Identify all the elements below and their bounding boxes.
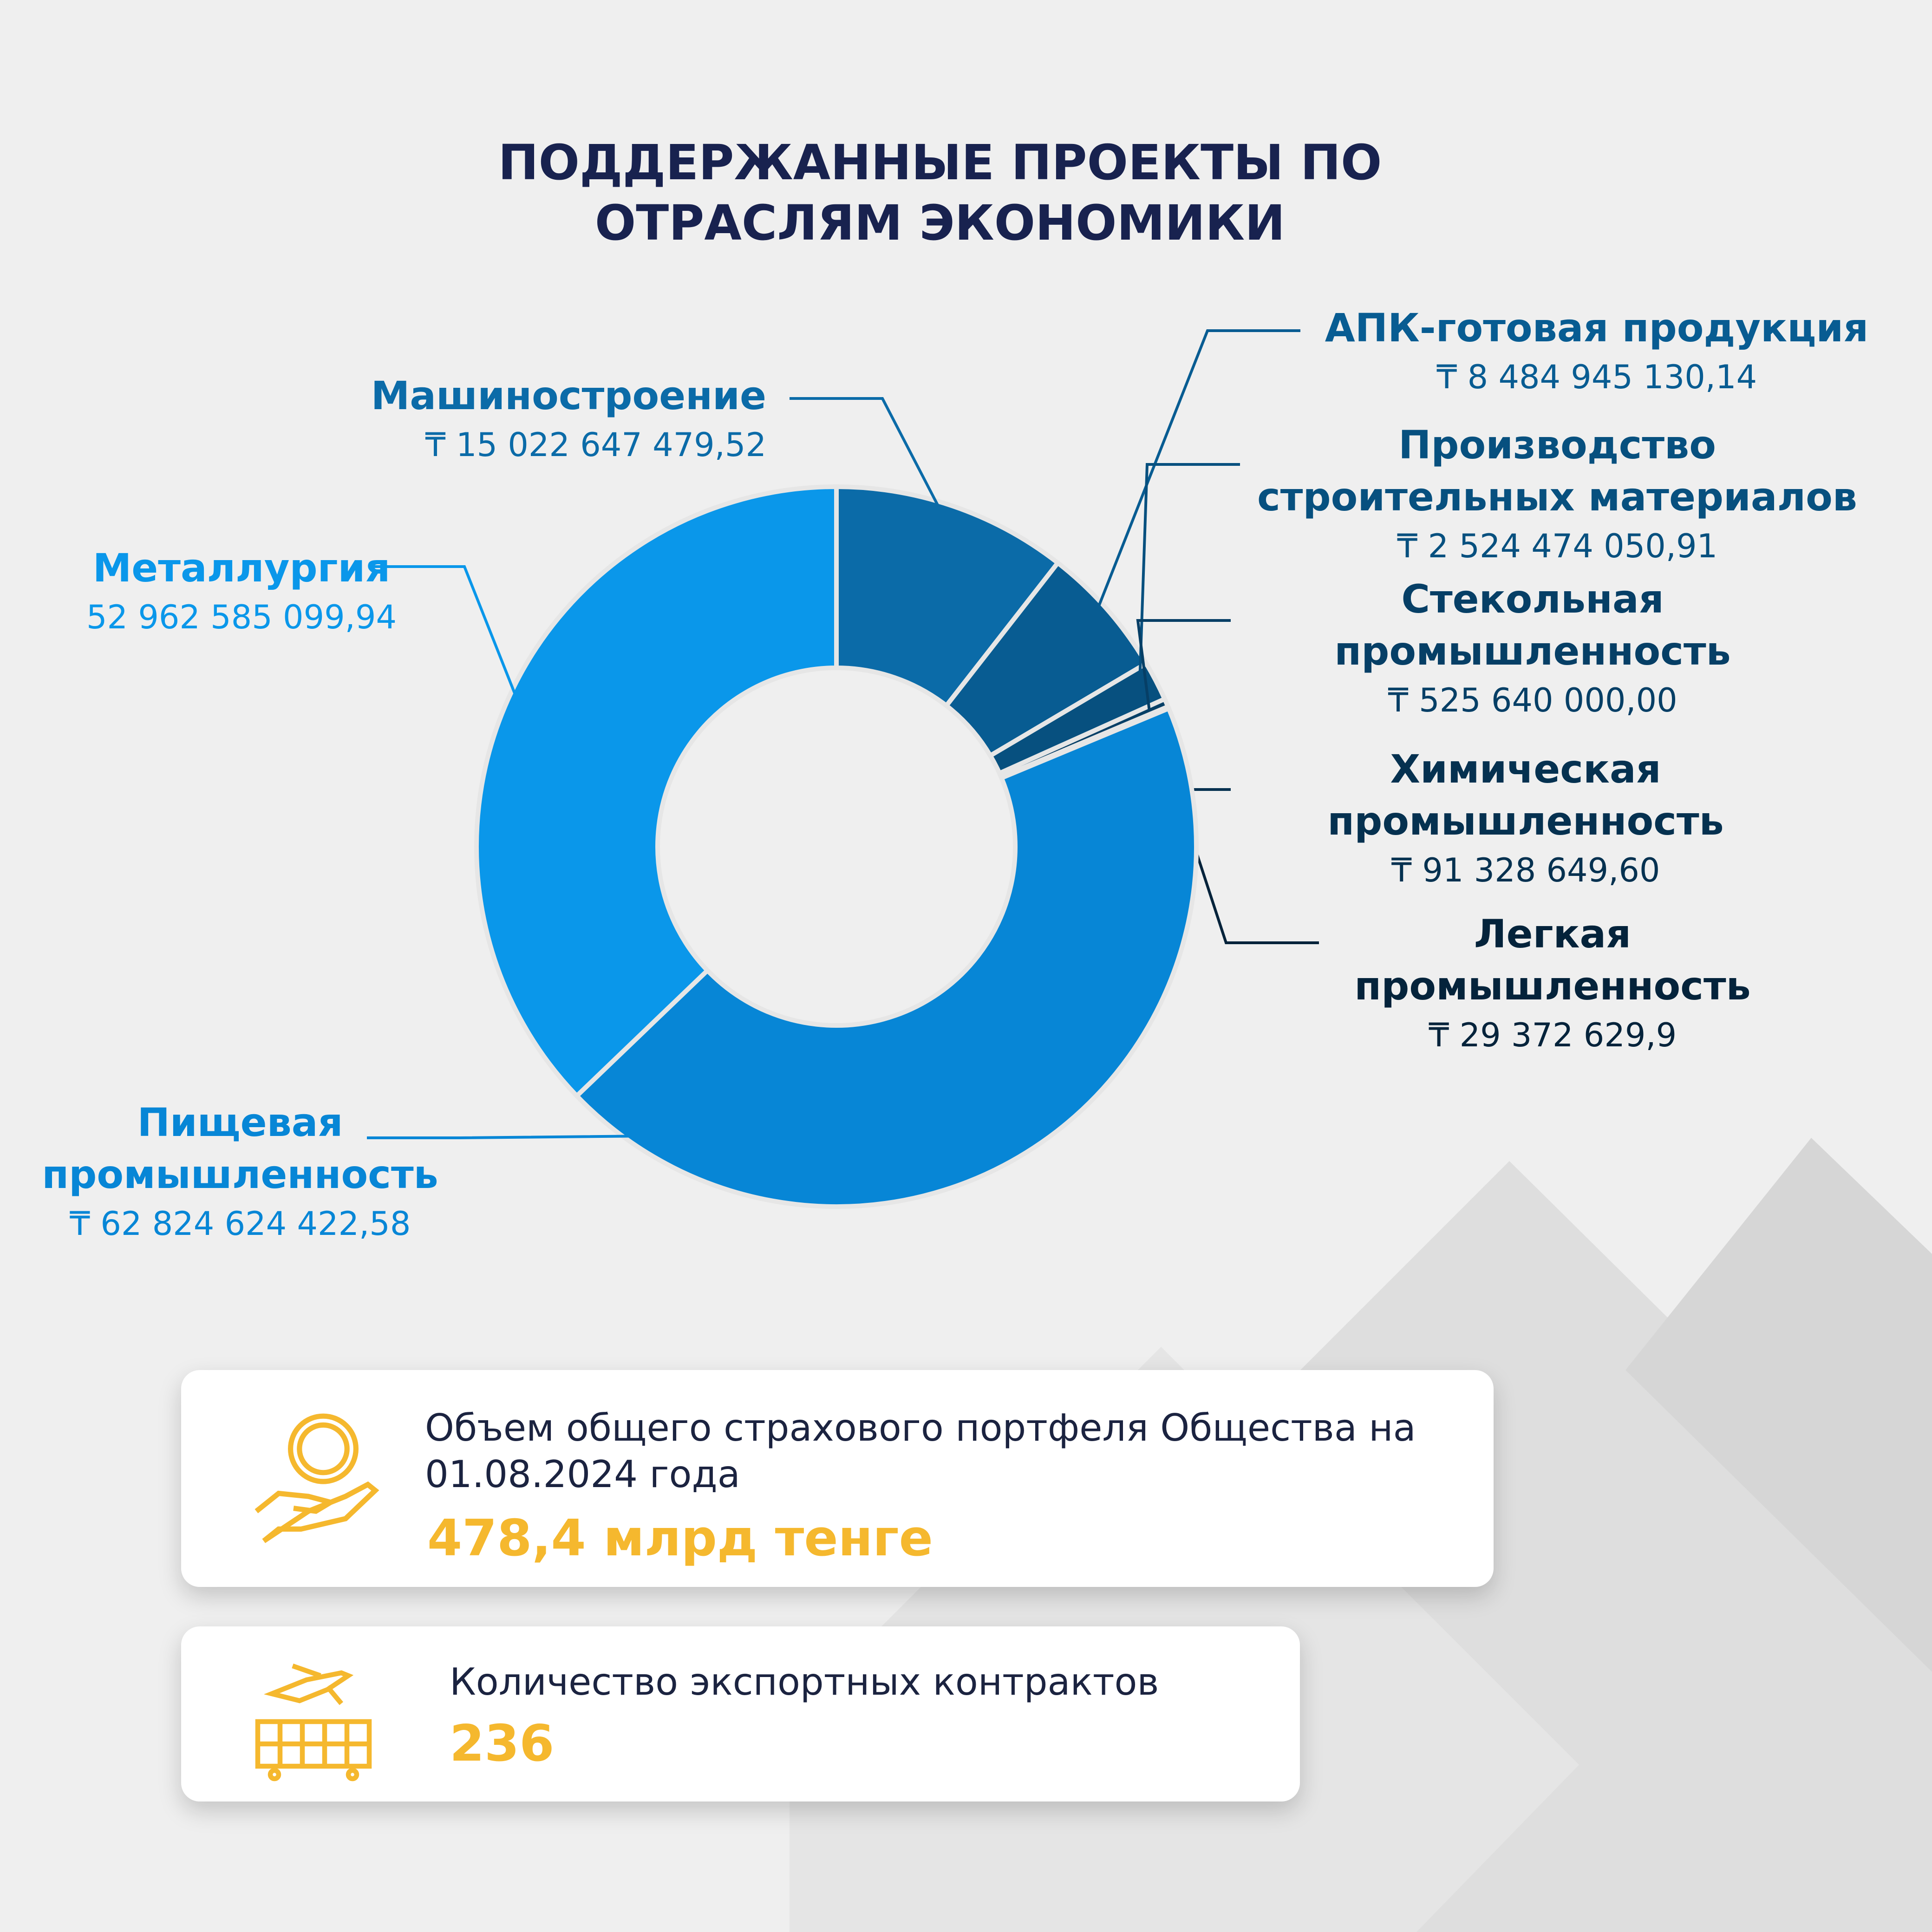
card-value: 478,4 млрд тенге xyxy=(427,1509,933,1567)
category-label: Стекольная промышленность xyxy=(1334,576,1731,674)
label: Производство строительных материалов ₸ 2 … xyxy=(1255,419,1859,569)
money-icon xyxy=(255,1413,379,1543)
value-label: ₸ 2 524 474 050,91 xyxy=(1397,527,1718,565)
leader-line xyxy=(1138,463,1240,690)
leader-line xyxy=(372,565,524,713)
category-label: Машиностроение xyxy=(371,373,766,418)
card: Количество экспортных контрактов 236 xyxy=(181,1626,1300,1801)
card-text: Количество экспортных контрактов xyxy=(450,1660,1159,1704)
leader-line xyxy=(1091,329,1300,622)
label: Стекольная промышленность ₸ 525 640 000,0… xyxy=(1300,573,1765,724)
bg-shape xyxy=(1625,1138,1932,1672)
label: Машиностроение ₸ 15 022 647 479,52 xyxy=(116,370,766,468)
value-label: ₸ 29 372 629,9 xyxy=(1428,1016,1677,1054)
value-label: 52 962 585 099,94 xyxy=(86,598,397,636)
donut-slice xyxy=(834,484,1061,709)
value-label: ₸ 525 640 000,00 xyxy=(1388,681,1677,719)
label: Металлургия 52 962 585 099,94 xyxy=(9,542,474,640)
leader-line xyxy=(367,1130,1024,1139)
category-label: Производство строительных материалов xyxy=(1257,422,1857,520)
category-label: Пищевая промышленность xyxy=(42,1100,438,1197)
card-value: 236 xyxy=(450,1715,555,1773)
value-label: ₸ 8 484 945 130,14 xyxy=(1436,358,1757,396)
donut-slice xyxy=(573,705,1199,1209)
label: Химическая промышленность ₸ 91 328 649,60 xyxy=(1282,743,1769,894)
label: АПК-готовая продукция ₸ 8 484 945 130,14 xyxy=(1272,302,1922,400)
card-text: Объем общего страхового портфеля Обществ… xyxy=(425,1406,1416,1496)
value-label: ₸ 91 328 649,60 xyxy=(1391,851,1660,889)
donut-slice xyxy=(474,484,839,1099)
category-label: Химическая промышленность xyxy=(1327,746,1724,844)
export-icon xyxy=(255,1664,372,1782)
value-label: ₸ 15 022 647 479,52 xyxy=(425,426,766,464)
category-label: Металлургия xyxy=(92,545,391,591)
category-label: Легкая промышленность xyxy=(1354,911,1751,1009)
category-label: АПК-готовая продукция xyxy=(1325,305,1869,351)
value-label: ₸ 62 824 624 422,58 xyxy=(69,1205,411,1243)
label: Легкая промышленность ₸ 29 372 629,9 xyxy=(1309,908,1796,1058)
chart-title: ПОДДЕРЖАННЫЕ ПРОЕКТЫ ПО ОТРАСЛЯМ ЭКОНОМИ… xyxy=(498,134,1382,251)
leader-line xyxy=(1136,619,1231,711)
leader-line xyxy=(790,397,949,525)
label: Пищевая промышленность ₸ 62 824 624 422,5… xyxy=(8,1097,472,1247)
card: Объем общего страхового портфеля Обществ… xyxy=(181,1370,1494,1587)
